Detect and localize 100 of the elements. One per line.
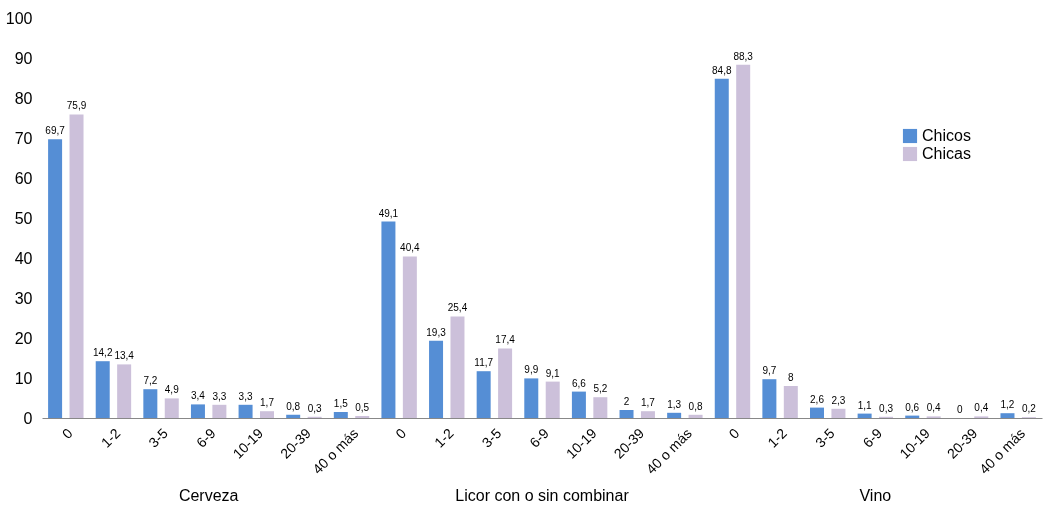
data-label: 0,2	[1021, 403, 1037, 415]
x-tick-label: 3-5	[145, 424, 172, 451]
bar	[238, 404, 253, 418]
bar	[117, 364, 132, 418]
data-label: 0,4	[974, 402, 989, 414]
text: Vino	[859, 487, 892, 504]
y-tick-label: 60	[14, 169, 33, 187]
x-tick-label: 3-5	[811, 424, 838, 451]
x-tick-label: 40 o más	[642, 425, 695, 478]
y-tick-label: 10	[14, 369, 33, 387]
bar	[429, 340, 444, 418]
x-tick-label: 6-9	[859, 424, 886, 451]
x-tick-label: 0	[58, 424, 76, 442]
data-label: 9,1	[545, 367, 561, 379]
data-label: 0,8	[286, 400, 301, 412]
bar	[762, 379, 777, 418]
data-label: 1,7	[641, 397, 656, 409]
data-label: 0,5	[355, 402, 370, 413]
bar	[783, 386, 798, 418]
y-tick-label: 90	[14, 49, 33, 67]
bar	[48, 139, 63, 418]
data-label: 19,3	[426, 326, 447, 338]
bar	[640, 411, 655, 418]
y-tick-label: 70	[14, 129, 33, 147]
data-label: 3,4	[191, 390, 206, 402]
bar	[260, 411, 274, 418]
text: Cerveza	[178, 487, 239, 504]
data-label: 8	[788, 372, 795, 383]
bar	[381, 221, 396, 418]
data-label: 4,9	[164, 384, 180, 396]
data-label: 9,9	[524, 364, 539, 376]
bar	[450, 316, 465, 418]
x-tick-label: 0	[725, 424, 743, 442]
bar	[212, 404, 227, 418]
data-label: 1,2	[1000, 399, 1015, 411]
y-tick-label: 0	[23, 409, 33, 427]
data-label: 1,3	[667, 398, 682, 410]
bar	[333, 412, 348, 418]
data-label: 1,5	[333, 398, 349, 409]
data-label: 3,3	[212, 390, 227, 402]
data-label: 2,3	[831, 394, 846, 406]
data-label: 0	[957, 404, 964, 415]
data-label: 1,1	[857, 399, 873, 411]
y-tick-label: 30	[14, 289, 33, 307]
data-label: 49,1	[378, 207, 399, 219]
bar	[1000, 413, 1015, 418]
x-tick-label: 40 o más	[976, 425, 1029, 478]
data-label: 84,8	[712, 64, 732, 76]
bar	[593, 397, 608, 418]
data-label: 0,8	[688, 400, 703, 412]
data-label: 14,2	[92, 347, 113, 359]
x-tick-label: 6-9	[192, 424, 219, 451]
data-label: 3,3	[238, 390, 253, 402]
x-tick-label: 6-9	[526, 424, 553, 451]
data-label: 0,3	[307, 402, 323, 414]
bar	[286, 414, 301, 418]
x-tick-label: 1-2	[97, 424, 124, 451]
y-tick-label: 80	[14, 89, 33, 107]
data-label: 25,4	[447, 302, 468, 314]
data-label: 88,3	[733, 50, 754, 62]
data-label: 2	[623, 396, 630, 407]
bar	[571, 391, 586, 418]
data-label: 40,4	[400, 242, 421, 254]
x-tick-label: 3-5	[478, 424, 505, 451]
text: Licor con o sin combinar	[455, 487, 630, 504]
bar	[545, 381, 560, 418]
bar	[831, 408, 846, 418]
x-tick-label: 40 o más	[309, 425, 362, 478]
bar	[810, 407, 824, 418]
data-label: 6,6	[571, 377, 587, 389]
data-label: 2,6	[810, 393, 825, 405]
data-label: 11,7	[474, 357, 494, 369]
data-label: 17,4	[495, 334, 516, 346]
bar	[736, 64, 751, 418]
legend-label: Chicas	[922, 145, 971, 162]
y-tick-label: 20	[14, 329, 33, 347]
data-label: 0,4	[926, 402, 942, 414]
bar	[498, 348, 513, 418]
y-tick-label: 40	[14, 249, 33, 267]
x-tick-label: 1-2	[431, 424, 457, 451]
bar	[524, 378, 539, 418]
legend-label: Chicos	[922, 127, 971, 144]
bar	[688, 414, 703, 418]
bar	[714, 78, 729, 418]
bar	[95, 361, 110, 418]
bar	[143, 389, 158, 418]
bar	[190, 404, 205, 418]
data-label: 75,9	[66, 100, 87, 112]
y-tick-label: 50	[14, 209, 33, 227]
data-label: 0,3	[879, 402, 894, 414]
bar	[619, 410, 634, 418]
bar	[69, 114, 84, 418]
bar	[667, 412, 682, 418]
data-label: 9,7	[762, 365, 777, 377]
x-tick-label: 0	[392, 424, 410, 442]
data-label: 13,4	[114, 350, 135, 362]
data-label: 69,7	[45, 125, 66, 137]
bar	[164, 398, 179, 418]
x-tick-label: 1-2	[764, 424, 791, 451]
bar	[476, 371, 491, 418]
